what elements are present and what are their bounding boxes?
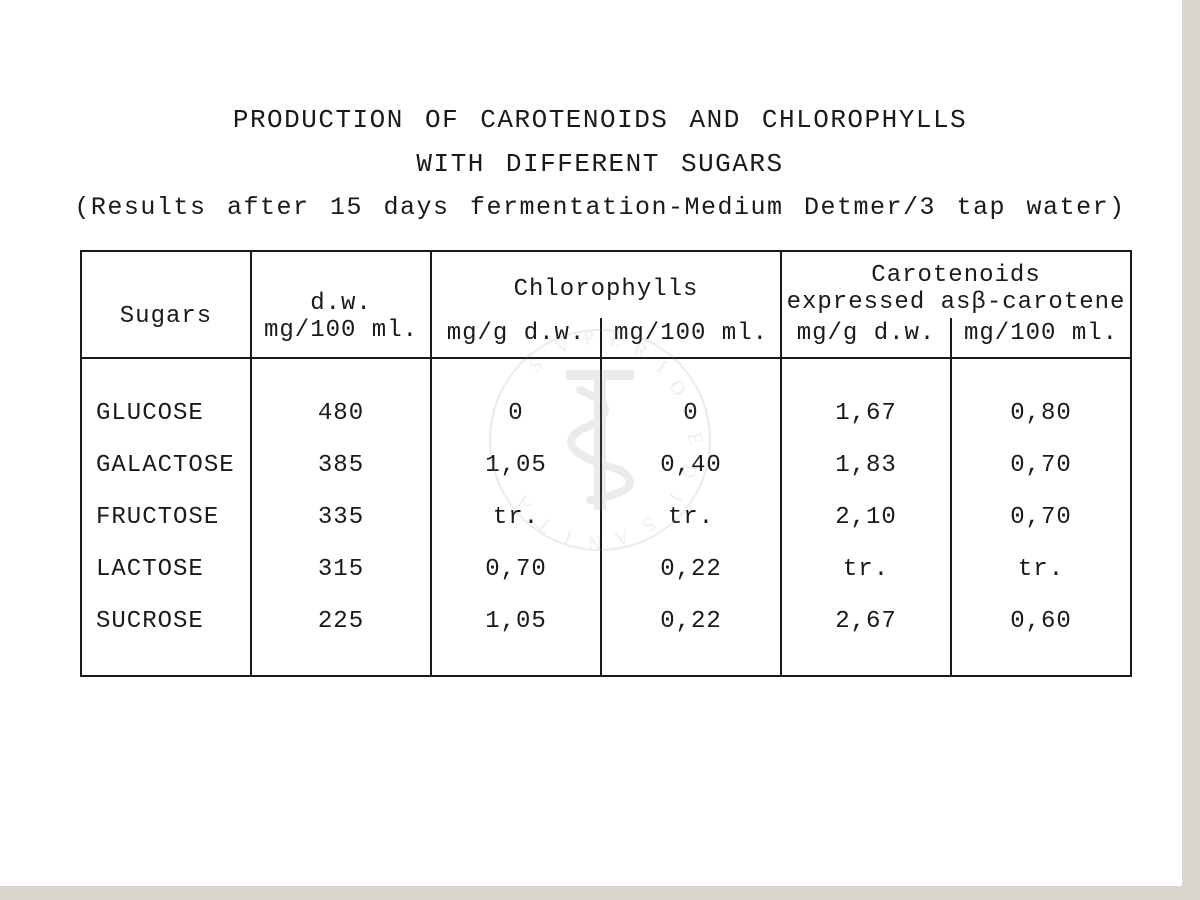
cell-chl-a: 1,05	[431, 439, 601, 491]
cell-sugar: LACTOSE	[81, 543, 251, 595]
cell-chl-a: 0,70	[431, 543, 601, 595]
dw-label-top: d.w.	[310, 290, 372, 317]
cell-car-a: 1,67	[781, 387, 951, 439]
cell-dw: 225	[251, 595, 431, 647]
cell-chl-b: 0,40	[601, 439, 781, 491]
cell-car-b: 0,60	[951, 595, 1131, 647]
cell-car-a: 2,67	[781, 595, 951, 647]
cell-dw: 315	[251, 543, 431, 595]
cell-car-a: 2,10	[781, 491, 951, 543]
table-body: GLUCOSE 480 0 0 1,67 0,80 GALACTOSE 385 …	[81, 358, 1131, 676]
title-line-2: WITH DIFFERENT SUGARS	[0, 149, 1200, 179]
cell-car-b: 0,70	[951, 439, 1131, 491]
col-header-chl-b: mg/100 ml.	[601, 318, 781, 358]
col-header-dw: d.w. mg/100 ml.	[251, 251, 431, 358]
cell-chl-a: 1,05	[431, 595, 601, 647]
cell-car-b: 0,80	[951, 387, 1131, 439]
col-header-car-b: mg/100 ml.	[951, 318, 1131, 358]
table-row: SUCROSE 225 1,05 0,22 2,67 0,60	[81, 595, 1131, 647]
subtitle: (Results after 15 days fermentation-Medi…	[0, 193, 1200, 222]
car-group-line1: Carotenoids	[871, 262, 1040, 289]
header-row-top: Sugars d.w. mg/100 ml. Chlorophylls Caro…	[81, 251, 1131, 318]
cell-car-a: 1,83	[781, 439, 951, 491]
pad-row-bottom	[81, 647, 1131, 676]
table-row: GALACTOSE 385 1,05 0,40 1,83 0,70	[81, 439, 1131, 491]
cell-car-b: tr.	[951, 543, 1131, 595]
title-line-1: PRODUCTION OF CAROTENOIDS AND CHLOROPHYL…	[0, 105, 1200, 135]
cell-sugar: SUCROSE	[81, 595, 251, 647]
cell-dw: 385	[251, 439, 431, 491]
data-table-wrap: Sugars d.w. mg/100 ml. Chlorophylls Caro…	[80, 250, 1120, 677]
cell-chl-a: tr.	[431, 491, 601, 543]
col-header-chl-a: mg/g d.w.	[431, 318, 601, 358]
table-row: FRUCTOSE 335 tr. tr. 2,10 0,70	[81, 491, 1131, 543]
cell-sugar: GALACTOSE	[81, 439, 251, 491]
data-table: Sugars d.w. mg/100 ml. Chlorophylls Caro…	[80, 250, 1132, 677]
document-page: PRODUCTION OF CAROTENOIDS AND CHLOROPHYL…	[0, 0, 1200, 900]
cell-car-b: 0,70	[951, 491, 1131, 543]
cell-chl-b: 0	[601, 387, 781, 439]
cell-chl-a: 0	[431, 387, 601, 439]
cell-chl-b: 0,22	[601, 543, 781, 595]
scan-edge-right	[1182, 0, 1200, 900]
dw-label-bot: mg/100 ml.	[264, 317, 418, 344]
col-group-carotenoids: Carotenoids expressed asβ-carotene	[781, 251, 1131, 318]
scan-edge-bottom	[0, 886, 1200, 900]
cell-sugar: GLUCOSE	[81, 387, 251, 439]
cell-chl-b: tr.	[601, 491, 781, 543]
col-group-chlorophylls: Chlorophylls	[431, 251, 781, 318]
pad-row-top	[81, 358, 1131, 387]
col-header-sugars: Sugars	[81, 251, 251, 358]
col-header-car-a: mg/g d.w.	[781, 318, 951, 358]
cell-sugar: FRUCTOSE	[81, 491, 251, 543]
cell-dw: 335	[251, 491, 431, 543]
table-row: GLUCOSE 480 0 0 1,67 0,80	[81, 387, 1131, 439]
cell-chl-b: 0,22	[601, 595, 781, 647]
car-group-line2: expressed asβ-carotene	[787, 289, 1126, 316]
cell-car-a: tr.	[781, 543, 951, 595]
cell-dw: 480	[251, 387, 431, 439]
table-row: LACTOSE 315 0,70 0,22 tr. tr.	[81, 543, 1131, 595]
